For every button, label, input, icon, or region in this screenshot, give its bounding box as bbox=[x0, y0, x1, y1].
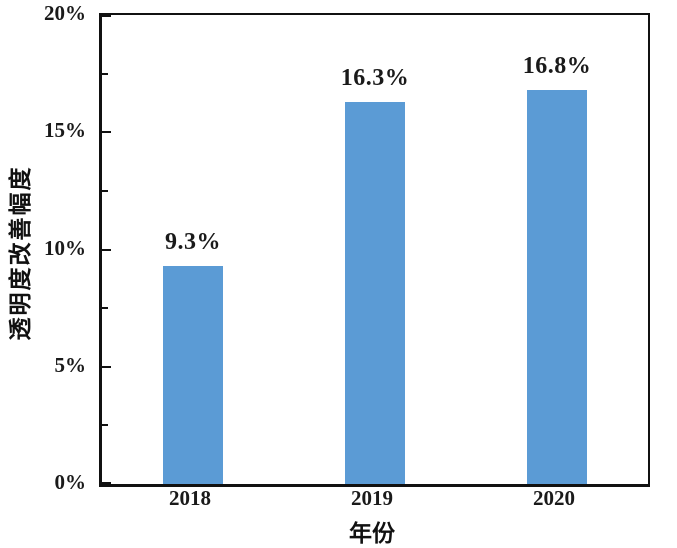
x-axis-tick-labels: 2018 2019 2020 bbox=[99, 486, 645, 512]
bar-value-label: 16.8% bbox=[522, 53, 592, 80]
bar-value-label: 9.3% bbox=[165, 228, 221, 255]
y-axis-tick-label: 10% bbox=[44, 235, 86, 260]
plot-area: 9.3% 16.3% 16.8% bbox=[99, 13, 650, 487]
y-minor-tick-mark bbox=[102, 307, 108, 310]
bar bbox=[345, 101, 405, 484]
bar bbox=[163, 265, 223, 484]
y-axis-tick-label: 5% bbox=[54, 352, 87, 377]
x-axis-tick-label: 2018 bbox=[169, 486, 211, 510]
y-major-tick-mark bbox=[102, 248, 111, 251]
y-axis-tick-label: 0% bbox=[54, 470, 87, 494]
y-minor-tick-mark bbox=[102, 189, 108, 192]
y-major-tick-mark bbox=[102, 131, 111, 134]
y-minor-tick-mark bbox=[102, 72, 108, 75]
y-axis-tick-label: 20% bbox=[44, 1, 86, 25]
y-axis-tick-label: 15% bbox=[44, 118, 86, 143]
y-major-tick-mark bbox=[102, 482, 111, 484]
bar bbox=[527, 90, 587, 484]
bar-value-label: 16.3% bbox=[340, 64, 410, 91]
x-axis-tick-label: 2019 bbox=[351, 486, 393, 510]
x-axis-tick-label: 2020 bbox=[533, 486, 575, 510]
y-axis-tick-labels: 0% 5% 10% 15% 20% bbox=[0, 1, 87, 494]
y-minor-tick-mark bbox=[102, 424, 108, 427]
y-major-tick-mark bbox=[102, 15, 111, 17]
x-axis-title: 年份 bbox=[349, 521, 395, 547]
y-major-tick-mark bbox=[102, 365, 111, 368]
